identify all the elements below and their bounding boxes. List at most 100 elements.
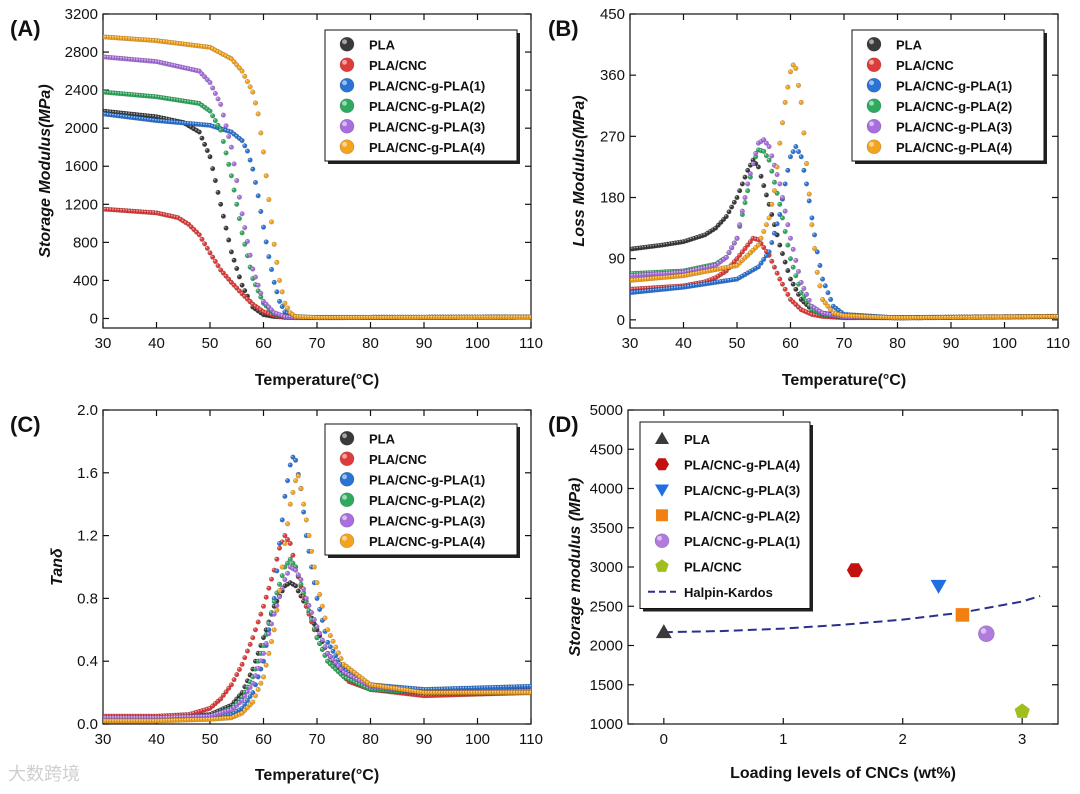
data-point-shine (751, 248, 754, 251)
data-point-shine (711, 264, 713, 267)
data-point-shine (786, 268, 788, 271)
data-point-shine (1026, 315, 1029, 317)
data-point-shine (663, 243, 665, 245)
data-point-shine (152, 114, 154, 117)
data-point-shine (425, 687, 427, 690)
legend-marker-pla-cnc-g-pla-4 (339, 139, 355, 155)
data-point-shine (770, 240, 772, 243)
data-point (263, 239, 269, 245)
data-point-shine (409, 315, 411, 318)
data-point-shine (799, 308, 802, 310)
data-point (798, 99, 804, 105)
data-point-shine (732, 277, 735, 280)
data-point-shine (740, 258, 743, 261)
data-point-shine (681, 270, 684, 273)
data-point-shine (443, 315, 446, 318)
data-point-shine (807, 303, 810, 306)
data-point (274, 259, 280, 265)
data-point (255, 111, 261, 117)
data-point-shine (197, 101, 200, 104)
data-point-shine (272, 280, 275, 283)
data-point-shine (831, 304, 834, 307)
data-point-shine (173, 41, 176, 43)
data-point-shine (326, 315, 328, 318)
data-point-shine (799, 155, 802, 157)
data-point-shine (695, 281, 697, 284)
data-point-shine (157, 95, 160, 98)
data-point-shine (186, 222, 189, 225)
data-point-shine (146, 117, 149, 120)
data-point-shine (762, 245, 764, 248)
data-point-shine (794, 66, 796, 69)
data-point-shine (909, 316, 911, 318)
data-point-shine (264, 628, 267, 630)
data-point-shine (154, 59, 157, 62)
data-point-shine (783, 209, 786, 212)
x-tick-label: 50 (729, 335, 746, 352)
data-point-shine (735, 195, 737, 198)
series-pla-cnc-g-pla-1 (630, 143, 1058, 321)
data-point-shine (526, 315, 529, 318)
data-point (202, 241, 208, 247)
data-point-shine (283, 301, 285, 304)
data-point (763, 153, 770, 159)
data-point-shine (796, 305, 799, 308)
data-point-shine (280, 290, 283, 292)
data-point-shine (700, 270, 703, 273)
data-point (260, 149, 267, 155)
data-point-shine (788, 297, 791, 300)
data-point-shine (861, 314, 863, 317)
data-point-shine (195, 230, 197, 233)
x-tick-label: 70 (309, 731, 326, 748)
data-point (247, 252, 253, 258)
data-point-shine (705, 265, 708, 268)
data-point-shine (655, 244, 657, 246)
data-point-shine (829, 297, 831, 300)
data-point-shine (304, 604, 307, 607)
data-point-shine (154, 95, 157, 97)
data-point-shine (818, 309, 820, 312)
data-point-shine (738, 275, 740, 278)
data-point-shine (178, 217, 181, 220)
data-point-shine (478, 315, 481, 318)
data-point-shine (984, 315, 986, 318)
data-point-shine (746, 168, 748, 171)
data-point-shine (243, 144, 245, 146)
data-point-shine (106, 90, 109, 93)
data-point-shine (251, 276, 253, 279)
data-point-shine (109, 91, 112, 93)
data-point-shine (633, 271, 636, 274)
data-point-shine (203, 708, 205, 710)
data-point-shine (649, 272, 652, 275)
data-point-shine (903, 316, 906, 318)
data-point-shine (283, 314, 285, 317)
data-point (199, 135, 205, 141)
data-point-shine (748, 172, 751, 174)
data-point-shine (245, 698, 248, 701)
data-point-shine (261, 310, 264, 312)
data-point-shine (831, 311, 834, 314)
data-point-shine (168, 97, 170, 99)
data-point-shine (759, 139, 762, 142)
data-point (766, 215, 772, 221)
data-point-shine (184, 42, 186, 45)
data-point-shine (829, 308, 831, 310)
legend-marker-pla-cnc-g-pla-1 (866, 77, 882, 93)
data-point (244, 238, 251, 245)
data-point-shine (778, 182, 780, 184)
data-point-shine (770, 212, 772, 215)
data-point-shine (112, 91, 114, 93)
data-point-shine (671, 271, 673, 273)
data-point-shine (853, 314, 855, 317)
data-point (825, 290, 831, 296)
data-point-shine (112, 208, 114, 210)
data-point-shine (269, 267, 272, 270)
data-point-shine (807, 311, 810, 314)
data-point-shine (144, 114, 146, 116)
data-point-shine (176, 98, 178, 101)
data-point-shine (668, 285, 671, 287)
data-point-shine (165, 119, 168, 122)
data-point-shine (631, 287, 633, 290)
data-point-shine (850, 314, 853, 317)
data-point (774, 164, 780, 170)
